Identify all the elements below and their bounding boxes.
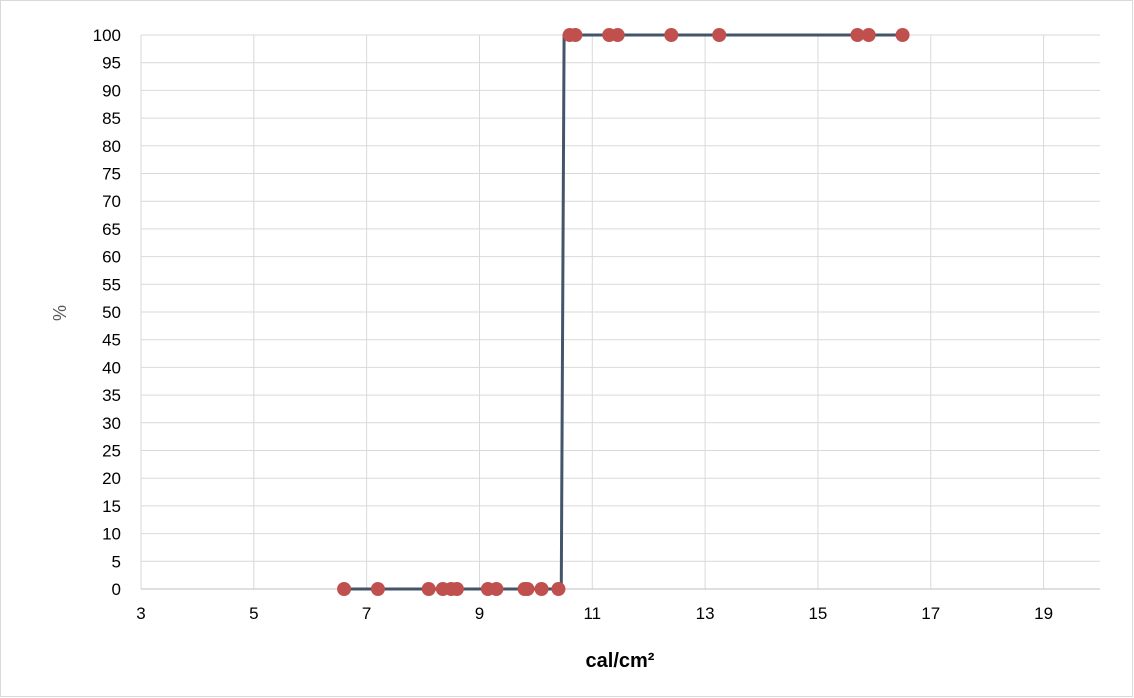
y-tick-label: 30 (102, 414, 121, 433)
x-tick-label: 17 (921, 604, 940, 623)
x-tick-label: 13 (696, 604, 715, 623)
y-tick-label: 90 (102, 81, 121, 100)
data-point (337, 582, 352, 596)
y-tick-label: 35 (102, 386, 121, 405)
y-tick-label: 45 (102, 331, 121, 350)
y-tick-label: 70 (102, 192, 121, 211)
data-point (489, 582, 504, 596)
y-tick-label: 15 (102, 497, 121, 516)
x-tick-label: 11 (583, 604, 601, 623)
data-point (534, 582, 549, 596)
x-tick-label: 15 (808, 604, 827, 623)
y-tick-label: 80 (102, 137, 121, 156)
y-tick-label: 20 (102, 469, 121, 488)
x-tick-label: 7 (362, 604, 371, 623)
data-points (337, 28, 910, 596)
y-tick-label: 100 (93, 26, 121, 45)
y-tick-label: 0 (112, 580, 121, 599)
y-tick-label: 5 (112, 552, 121, 571)
y-tick-label: 10 (102, 525, 121, 544)
x-tick-label: 5 (249, 604, 258, 623)
data-point (449, 582, 464, 596)
x-tick-label: 9 (475, 604, 484, 623)
data-point (421, 582, 436, 596)
y-tick-label: 60 (102, 248, 121, 267)
data-point (664, 28, 679, 42)
y-tick-label: 65 (102, 220, 121, 239)
data-point (568, 28, 583, 42)
data-point (712, 28, 727, 42)
data-point (895, 28, 910, 42)
y-tick-label: 75 (102, 165, 121, 184)
y-tick-label: 25 (102, 442, 121, 461)
x-tick-label: 3 (136, 604, 145, 623)
y-tick-label: 55 (102, 275, 121, 294)
x-axis-label: cal/cm² (586, 650, 655, 672)
grid-lines (140, 34, 1100, 589)
y-tick-label: 50 (102, 303, 121, 322)
y-axis-label: % (50, 305, 70, 321)
y-tick-label: 40 (102, 358, 121, 377)
y-tick-label: 85 (102, 109, 121, 128)
data-point (520, 582, 535, 596)
data-point (370, 582, 385, 596)
data-point (551, 582, 566, 596)
x-tick-label: 19 (1034, 604, 1053, 623)
data-point (861, 28, 876, 42)
tick-labels: 0510152025303540455055606570758085909510… (93, 26, 1053, 623)
data-point (610, 28, 625, 42)
y-tick-label: 95 (102, 54, 121, 73)
data-point (850, 28, 865, 42)
